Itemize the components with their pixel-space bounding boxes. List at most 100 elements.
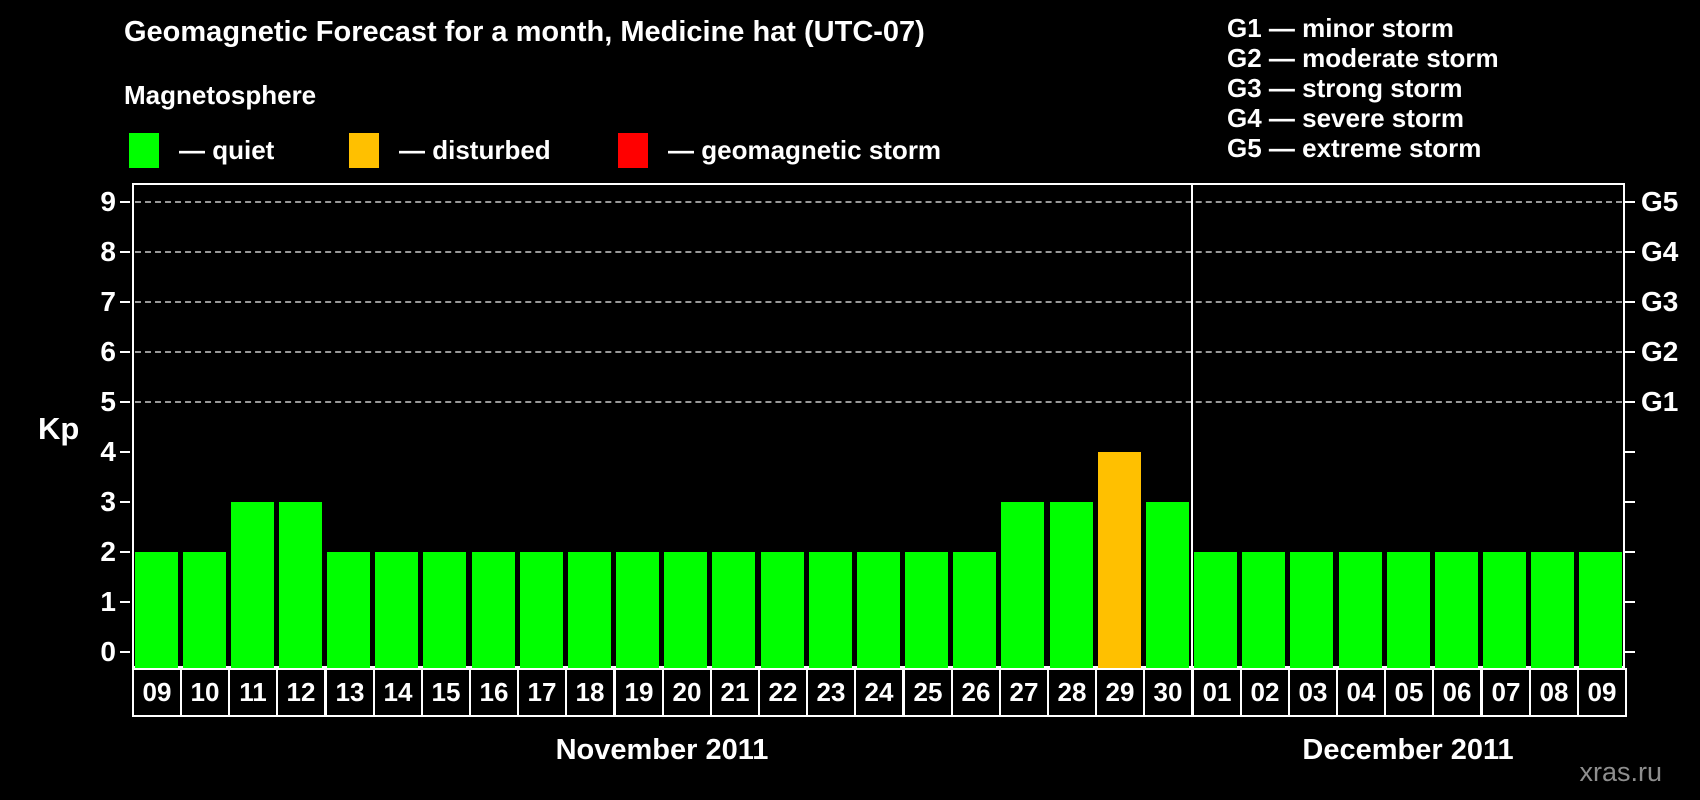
y-axis-tick-left: [120, 251, 130, 253]
kp-bar: [231, 502, 274, 668]
y-axis-tick-right: [1625, 351, 1635, 353]
y-axis-tick-right: [1625, 501, 1635, 503]
day-label-box: 20: [662, 668, 712, 717]
kp-bar: [183, 552, 226, 668]
kp-bar: [1242, 552, 1285, 668]
watermark: xras.ru: [1579, 757, 1662, 787]
g-level-label-g1: G1: [1641, 386, 1679, 417]
month-label: December 2011: [1302, 734, 1514, 766]
kp-bar: [279, 502, 322, 668]
kp-bar: [1146, 502, 1189, 668]
y-axis-tick-right: [1625, 551, 1635, 553]
legend-swatch-storm: [618, 133, 648, 168]
y-axis-tick-right: [1625, 401, 1635, 403]
day-label-box: 22: [758, 668, 808, 717]
y-axis-tick-right: [1625, 201, 1635, 203]
y-tick-label: 9: [100, 186, 116, 217]
day-label-box: 13: [325, 668, 375, 717]
y-axis-tick-left: [120, 601, 130, 603]
y-axis-tick-left: [120, 501, 130, 503]
legend-swatch-quiet: [129, 133, 159, 168]
y-axis-tick-left: [120, 451, 130, 453]
gridline-kp9: [135, 201, 1622, 203]
kp-bar: [1339, 552, 1382, 668]
gridline-kp7: [135, 301, 1622, 303]
kp-bar: [1435, 552, 1478, 668]
kp-bar: [809, 552, 852, 668]
y-tick-label: 4: [100, 436, 116, 467]
g-level-label-g3: G3: [1641, 286, 1679, 317]
day-label-box: 29: [1095, 668, 1145, 717]
kp-bar: [761, 552, 804, 668]
day-label-box: 16: [469, 668, 519, 717]
month-divider-line: [1191, 185, 1193, 666]
day-label-box: 07: [1481, 668, 1531, 717]
y-axis-tick-right: [1625, 651, 1635, 653]
kp-bar: [1483, 552, 1526, 668]
day-label-box: 25: [903, 668, 953, 717]
day-label-box: 12: [276, 668, 326, 717]
day-label-box: 21: [710, 668, 760, 717]
day-label-box: 19: [614, 668, 664, 717]
y-tick-label: 6: [100, 336, 116, 367]
y-tick-label: 2: [100, 536, 116, 567]
kp-bar: [857, 552, 900, 668]
y-tick-label: 8: [100, 236, 116, 267]
kp-bar: [1194, 552, 1237, 668]
g-level-label-g4: G4: [1641, 236, 1679, 267]
day-label-box: 05: [1384, 668, 1434, 717]
kp-bar: [712, 552, 755, 668]
y-tick-label: 5: [100, 386, 116, 417]
y-axis-tick-left: [120, 301, 130, 303]
day-label-box: 24: [854, 668, 904, 717]
gridline-kp5: [135, 401, 1622, 403]
g-legend-line-g4: G4 — severe storm: [1227, 103, 1465, 133]
g-legend-line-g5: G5 — extreme storm: [1227, 133, 1482, 163]
kp-bar: [472, 552, 515, 668]
y-axis-tick-left: [120, 401, 130, 403]
g-legend-line-g2: G2 — moderate storm: [1227, 43, 1499, 73]
day-label-box: 08: [1529, 668, 1579, 717]
day-label-box: 09: [1577, 668, 1627, 717]
g-scale-legend: G1 — minor storm G2 — moderate storm G3 — …: [1227, 13, 1499, 163]
y-tick-label: 1: [100, 586, 116, 617]
legend-label-quiet: — quiet: [179, 135, 275, 165]
kp-bar: [1050, 502, 1093, 668]
legend-label-disturbed: — disturbed: [399, 135, 551, 165]
y-axis-tick-left: [120, 351, 130, 353]
kp-bar: [905, 552, 948, 668]
kp-bar: [1387, 552, 1430, 668]
kp-bar: [1290, 552, 1333, 668]
kp-bar: [135, 552, 178, 668]
kp-bar: [375, 552, 418, 668]
day-label-box: 18: [565, 668, 615, 717]
kp-bar: [953, 552, 996, 668]
day-label-box: 17: [517, 668, 567, 717]
kp-bar: [1001, 502, 1044, 668]
day-label-box: 04: [1336, 668, 1386, 717]
g-legend-line-g1: G1 — minor storm: [1227, 13, 1454, 43]
y-tick-label: 3: [100, 486, 116, 517]
day-label-box: 03: [1288, 668, 1338, 717]
y-axis-tick-right: [1625, 301, 1635, 303]
day-label-box: 30: [1143, 668, 1193, 717]
g-legend-line-g3: G3 — strong storm: [1227, 73, 1463, 103]
day-label-box: 15: [421, 668, 471, 717]
gridline-kp6: [135, 351, 1622, 353]
y-axis-label: Kp: [38, 411, 80, 446]
g-level-label-g2: G2: [1641, 336, 1679, 367]
kp-bar: [1098, 452, 1141, 668]
day-label-box: 14: [373, 668, 423, 717]
g-level-label-g5: G5: [1641, 186, 1679, 217]
kp-bar: [616, 552, 659, 668]
kp-bar: [1579, 552, 1622, 668]
kp-bar: [1531, 552, 1574, 668]
day-label-box: 01: [1192, 668, 1242, 717]
day-label-box: 28: [1047, 668, 1097, 717]
kp-bar: [423, 552, 466, 668]
y-tick-label: 0: [100, 636, 116, 667]
day-label-box: 11: [228, 668, 278, 717]
kp-bar: [664, 552, 707, 668]
y-axis-tick-right: [1625, 251, 1635, 253]
